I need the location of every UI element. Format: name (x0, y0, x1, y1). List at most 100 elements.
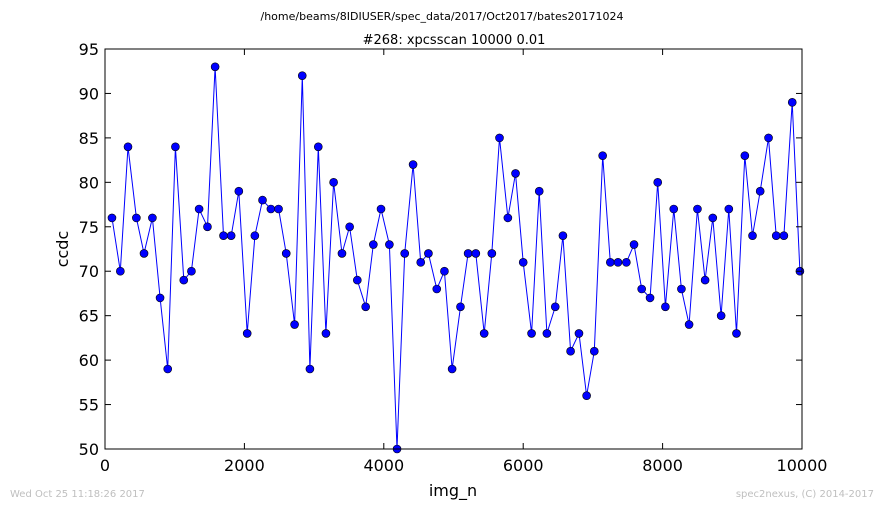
data-point (693, 204, 702, 214)
file-path-title: /home/beams/8IDIUSER/spec_data/2017/Oct2… (260, 10, 624, 23)
data-point (724, 204, 734, 214)
data-point (598, 151, 607, 160)
data-point (408, 160, 418, 169)
y-tick-label: 95 (79, 40, 99, 59)
data-point (700, 275, 710, 285)
data-point (424, 249, 433, 258)
data-point (511, 169, 520, 178)
data-point (732, 329, 741, 338)
data-point (518, 258, 528, 267)
data-point (479, 329, 489, 338)
x-axis-label: img_n (429, 481, 477, 501)
x-tick-label: 8000 (642, 456, 683, 475)
data-point (132, 213, 141, 223)
data-point (787, 98, 797, 107)
footer-timestamp: Wed Oct 25 11:18:26 2017 (10, 489, 145, 500)
data-point (361, 302, 370, 312)
data-point (748, 231, 757, 240)
data-point (764, 133, 773, 143)
data-point (440, 266, 449, 276)
data-point (463, 249, 473, 258)
data-point (329, 178, 338, 187)
data-point (582, 391, 591, 400)
data-point (281, 249, 291, 258)
data-point (203, 222, 212, 232)
data-point (684, 320, 694, 329)
data-point (116, 266, 125, 276)
data-point (266, 204, 276, 214)
data-point (653, 178, 663, 187)
data-point (187, 266, 196, 276)
data-point (148, 213, 157, 223)
y-tick-label: 80 (79, 173, 99, 192)
y-tick-label: 85 (79, 129, 99, 148)
y-tick-label: 65 (79, 307, 99, 326)
y-tick-label: 90 (79, 84, 99, 103)
data-point (234, 186, 244, 196)
data-point (313, 142, 323, 152)
footer-credit: spec2nexus, (C) 2014-2017 (735, 489, 874, 500)
data-point (574, 329, 584, 338)
data-point (353, 275, 362, 285)
data-point (432, 284, 442, 294)
data-point (708, 213, 718, 223)
data-point (637, 284, 646, 294)
data-point (589, 346, 599, 356)
data-point (669, 204, 679, 214)
data-point (305, 364, 315, 374)
data-point (337, 249, 347, 258)
x-tick-label: 4000 (363, 456, 404, 475)
data-point (534, 186, 544, 196)
chart-title: #268: xpcsscan 10000 0.01 (363, 33, 546, 48)
data-point (622, 258, 631, 267)
data-point (566, 346, 575, 356)
data-point (550, 302, 560, 312)
data-point (471, 249, 481, 258)
data-point (107, 213, 117, 223)
series-line (111, 66, 801, 450)
data-point (274, 204, 283, 214)
data-point (503, 213, 513, 223)
data-point (155, 293, 165, 303)
data-point (171, 142, 180, 152)
data-point (661, 302, 670, 312)
data-point (123, 142, 133, 152)
data-point (716, 311, 726, 320)
data-point (645, 293, 655, 303)
data-point (495, 133, 504, 143)
data-point (447, 364, 457, 374)
data-point (740, 151, 750, 160)
y-tick-label: 55 (79, 396, 99, 415)
data-point (163, 364, 173, 374)
data-point (321, 329, 331, 338)
y-tick-label: 70 (79, 262, 99, 281)
data-point (194, 204, 204, 214)
data-point (771, 231, 781, 240)
x-tick-label: 6000 (503, 456, 544, 475)
plot-frame (104, 48, 803, 450)
data-point (755, 186, 765, 196)
data-point (226, 231, 236, 240)
data-point (779, 231, 789, 240)
data-point (290, 320, 299, 329)
data-point (139, 249, 149, 258)
y-tick-label: 50 (79, 440, 99, 459)
data-point (250, 231, 260, 240)
data-point (219, 231, 228, 240)
data-point (487, 249, 497, 258)
data-point (376, 204, 386, 214)
data-point (629, 240, 639, 249)
x-tick-label: 0 (100, 456, 110, 475)
data-point (677, 284, 686, 294)
data-point (385, 240, 394, 249)
data-point (369, 240, 378, 249)
data-point (179, 275, 189, 285)
data-point (297, 71, 307, 80)
data-point (242, 329, 252, 338)
data-point (210, 62, 220, 72)
data-point (258, 195, 267, 205)
x-tick-label: 2000 (224, 456, 265, 475)
data-point (345, 222, 354, 232)
data-point (527, 329, 536, 338)
